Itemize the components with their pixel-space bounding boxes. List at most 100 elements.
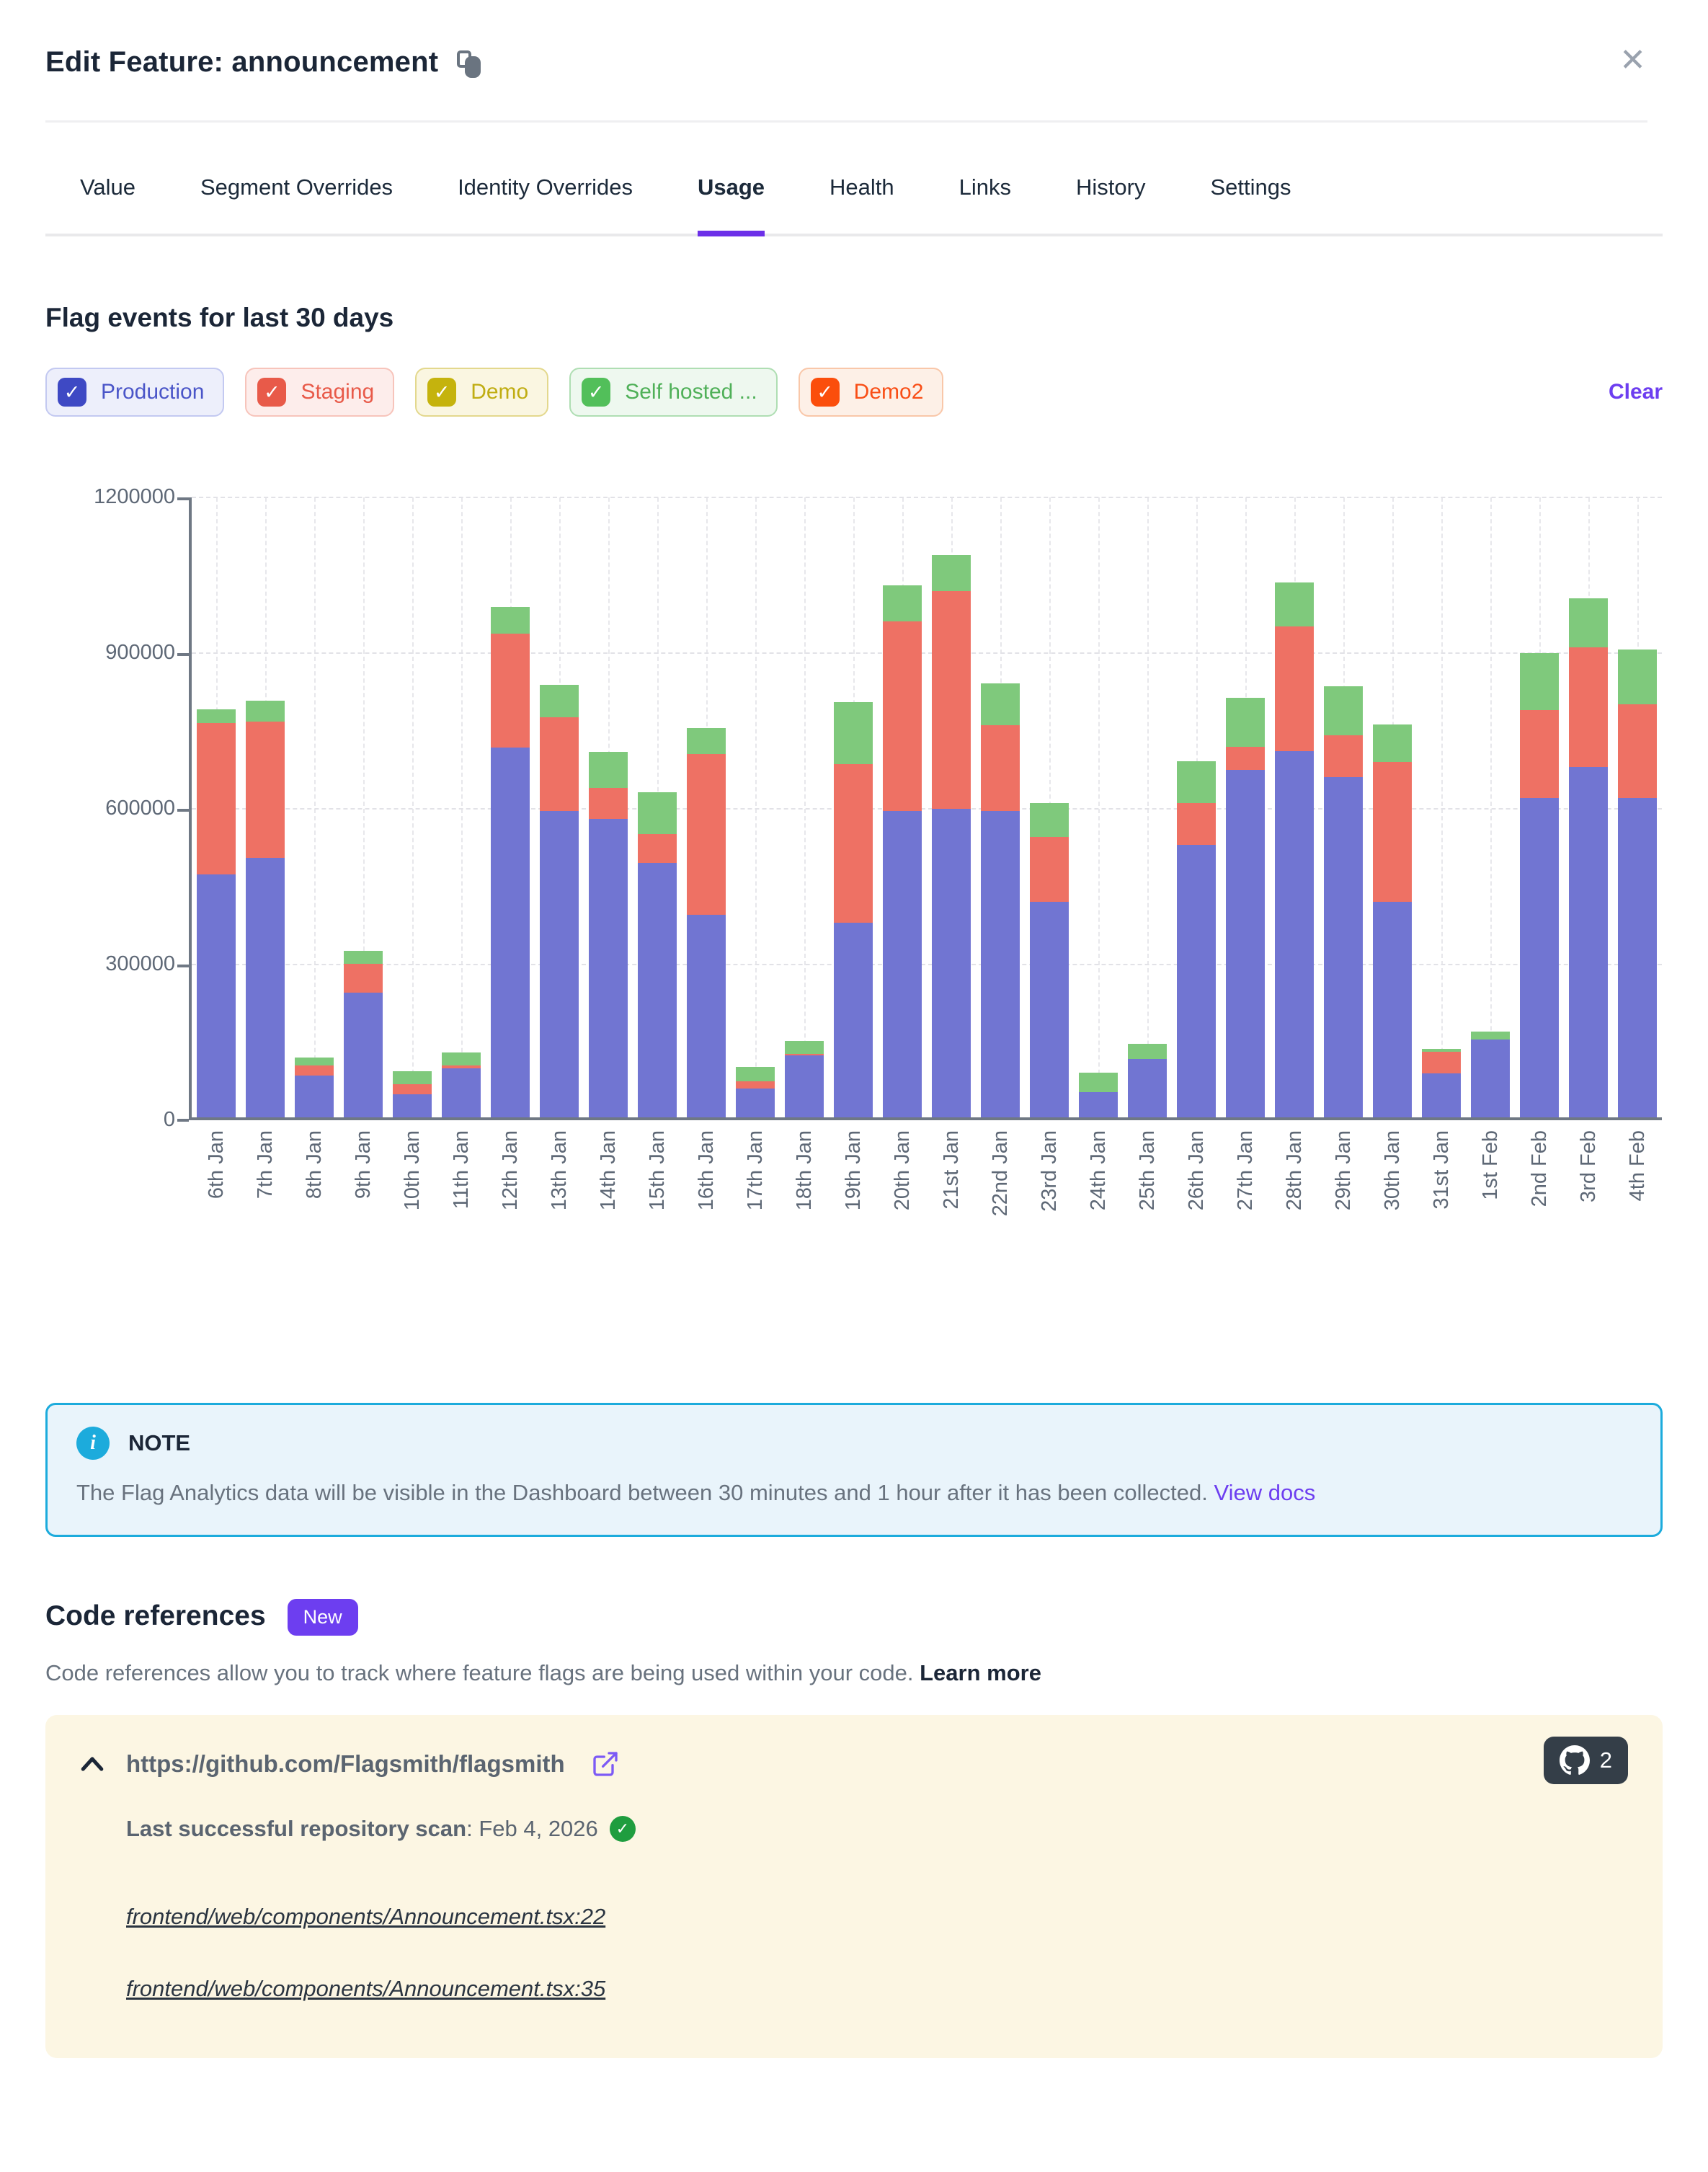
bar-column-8th-jan[interactable]: 8th Jan — [290, 497, 339, 1199]
copy-icon[interactable] — [457, 50, 481, 78]
bar-segment-production — [490, 748, 530, 1117]
bar-column-6th-jan[interactable]: 6th Jan — [192, 497, 241, 1199]
bar-column-30th-jan[interactable]: 30th Jan — [1368, 497, 1417, 1210]
bar-segment-self-hosted — [1421, 1049, 1462, 1052]
bar-column-27th-jan[interactable]: 27th Jan — [1221, 497, 1270, 1210]
bar-segment-self-hosted — [1519, 653, 1560, 710]
checkbox-icon[interactable]: ✓ — [257, 378, 287, 407]
bar-segment-self-hosted — [1372, 724, 1413, 762]
tab-bar: Value Segment Overrides Identity Overrides… — [45, 123, 1663, 236]
code-reference-file-link[interactable]: frontend/web/components/Announcement.tsx… — [126, 1904, 606, 1930]
env-chip-self-hosted[interactable]: ✓ Self hosted ... — [569, 368, 778, 417]
code-reference-file-link[interactable]: frontend/web/components/Announcement.tsx… — [126, 1976, 606, 2002]
checkbox-icon[interactable]: ✓ — [582, 378, 611, 407]
bar-column-31st-jan[interactable]: 31st Jan — [1417, 497, 1466, 1210]
bar-column-19th-jan[interactable]: 19th Jan — [829, 497, 878, 1210]
tab-usage[interactable]: Usage — [698, 174, 765, 236]
checkbox-icon[interactable]: ✓ — [810, 378, 840, 407]
bar-column-7th-jan[interactable]: 7th Jan — [241, 497, 290, 1199]
bar-segment-staging — [1176, 803, 1216, 845]
gridline — [1098, 497, 1100, 1117]
x-axis-label: 21st Jan — [939, 1130, 963, 1210]
bar-segment-self-hosted — [1274, 582, 1315, 626]
gridline — [192, 497, 1662, 498]
chevron-up-icon[interactable] — [80, 1755, 104, 1773]
bar-segment-self-hosted — [441, 1052, 481, 1065]
clear-filters-link[interactable]: Clear — [1608, 380, 1663, 404]
x-axis-label: 17th Jan — [743, 1130, 767, 1211]
close-icon[interactable]: ✕ — [1619, 43, 1646, 78]
x-axis-label: 2nd Feb — [1527, 1130, 1551, 1207]
bar-segment-staging — [980, 725, 1020, 811]
bar-column-9th-jan[interactable]: 9th Jan — [339, 497, 388, 1199]
bar-column-2nd-feb[interactable]: 2nd Feb — [1515, 497, 1564, 1207]
env-chip-demo2[interactable]: ✓ Demo2 — [798, 368, 944, 417]
bar-column-16th-jan[interactable]: 16th Jan — [682, 497, 731, 1210]
tab-links[interactable]: Links — [958, 174, 1012, 200]
tab-segment-overrides[interactable]: Segment Overrides — [200, 174, 393, 200]
bar-column-25th-jan[interactable]: 25th Jan — [1123, 497, 1172, 1210]
y-axis-label: 900000 — [105, 641, 175, 664]
bar-column-11th-jan[interactable]: 11th Jan — [437, 497, 486, 1209]
learn-more-link[interactable]: Learn more — [920, 1660, 1041, 1686]
bar-column-15th-jan[interactable]: 15th Jan — [633, 497, 682, 1210]
x-axis-label: 12th Jan — [498, 1130, 522, 1211]
x-axis-label: 27th Jan — [1233, 1130, 1257, 1211]
bar-column-14th-jan[interactable]: 14th Jan — [584, 497, 633, 1210]
axis-tick — [177, 497, 189, 500]
bar-segment-staging — [1372, 762, 1413, 902]
x-axis-label: 6th Jan — [204, 1130, 228, 1200]
env-chip-staging[interactable]: ✓ Staging — [245, 368, 395, 417]
env-chip-production[interactable]: ✓ Production — [45, 368, 225, 417]
tab-value[interactable]: Value — [80, 174, 135, 200]
bar-column-4th-feb[interactable]: 4th Feb — [1613, 497, 1662, 1201]
bar-column-12th-jan[interactable]: 12th Jan — [486, 497, 535, 1210]
bar-segment-self-hosted — [833, 702, 873, 764]
bar-segment-staging — [392, 1084, 432, 1094]
tab-health[interactable]: Health — [829, 174, 894, 200]
x-axis-label: 9th Jan — [351, 1130, 375, 1200]
x-axis-label: 16th Jan — [694, 1130, 718, 1211]
bar-column-22nd-jan[interactable]: 22nd Jan — [976, 497, 1025, 1216]
gridline — [363, 497, 365, 1117]
github-count-badge[interactable]: 2 — [1543, 1737, 1628, 1785]
bar-column-23rd-jan[interactable]: 23rd Jan — [1025, 497, 1074, 1212]
bar-column-13th-jan[interactable]: 13th Jan — [535, 497, 584, 1210]
bar-segment-staging — [588, 788, 628, 819]
tab-settings[interactable]: Settings — [1210, 174, 1291, 200]
external-link-icon[interactable] — [591, 1750, 620, 1778]
gridline — [1147, 497, 1149, 1117]
bar-segment-production — [637, 863, 677, 1117]
bar-segment-staging — [686, 754, 726, 915]
bar-segment-staging — [343, 964, 383, 993]
bar-column-28th-jan[interactable]: 28th Jan — [1270, 497, 1319, 1210]
checkbox-icon[interactable]: ✓ — [58, 378, 86, 407]
bar-segment-self-hosted — [343, 951, 383, 964]
bar-column-24th-jan[interactable]: 24th Jan — [1074, 497, 1123, 1210]
bar-segment-production — [441, 1068, 481, 1117]
bar-column-1st-feb[interactable]: 1st Feb — [1466, 497, 1515, 1200]
bar-column-21st-jan[interactable]: 21st Jan — [927, 497, 976, 1210]
bar-column-3rd-feb[interactable]: 3rd Feb — [1564, 497, 1613, 1202]
bar-segment-staging — [1274, 626, 1315, 751]
checkbox-icon[interactable]: ✓ — [427, 378, 457, 407]
gridline — [755, 497, 757, 1117]
x-axis-label: 23rd Jan — [1037, 1130, 1061, 1212]
bar-segment-staging — [1225, 747, 1266, 770]
repo-url-link[interactable]: https://github.com/Flagsmith/flagsmith — [126, 1750, 565, 1778]
bar-segment-production — [539, 811, 579, 1117]
view-docs-link[interactable]: View docs — [1214, 1480, 1316, 1505]
modal-header: Edit Feature: announcement ✕ — [0, 0, 1708, 123]
env-chip-demo[interactable]: ✓ Demo — [415, 368, 549, 417]
bar-segment-production — [1617, 798, 1658, 1117]
bar-column-26th-jan[interactable]: 26th Jan — [1172, 497, 1221, 1210]
tab-history[interactable]: History — [1076, 174, 1146, 200]
bar-column-18th-jan[interactable]: 18th Jan — [780, 497, 829, 1210]
tab-identity-overrides[interactable]: Identity Overrides — [458, 174, 633, 200]
bar-column-17th-jan[interactable]: 17th Jan — [731, 497, 780, 1210]
bar-segment-production — [1519, 798, 1560, 1117]
bar-column-29th-jan[interactable]: 29th Jan — [1319, 497, 1368, 1210]
bar-column-10th-jan[interactable]: 10th Jan — [388, 497, 437, 1210]
bar-column-20th-jan[interactable]: 20th Jan — [878, 497, 927, 1210]
bar-segment-self-hosted — [1078, 1073, 1118, 1092]
